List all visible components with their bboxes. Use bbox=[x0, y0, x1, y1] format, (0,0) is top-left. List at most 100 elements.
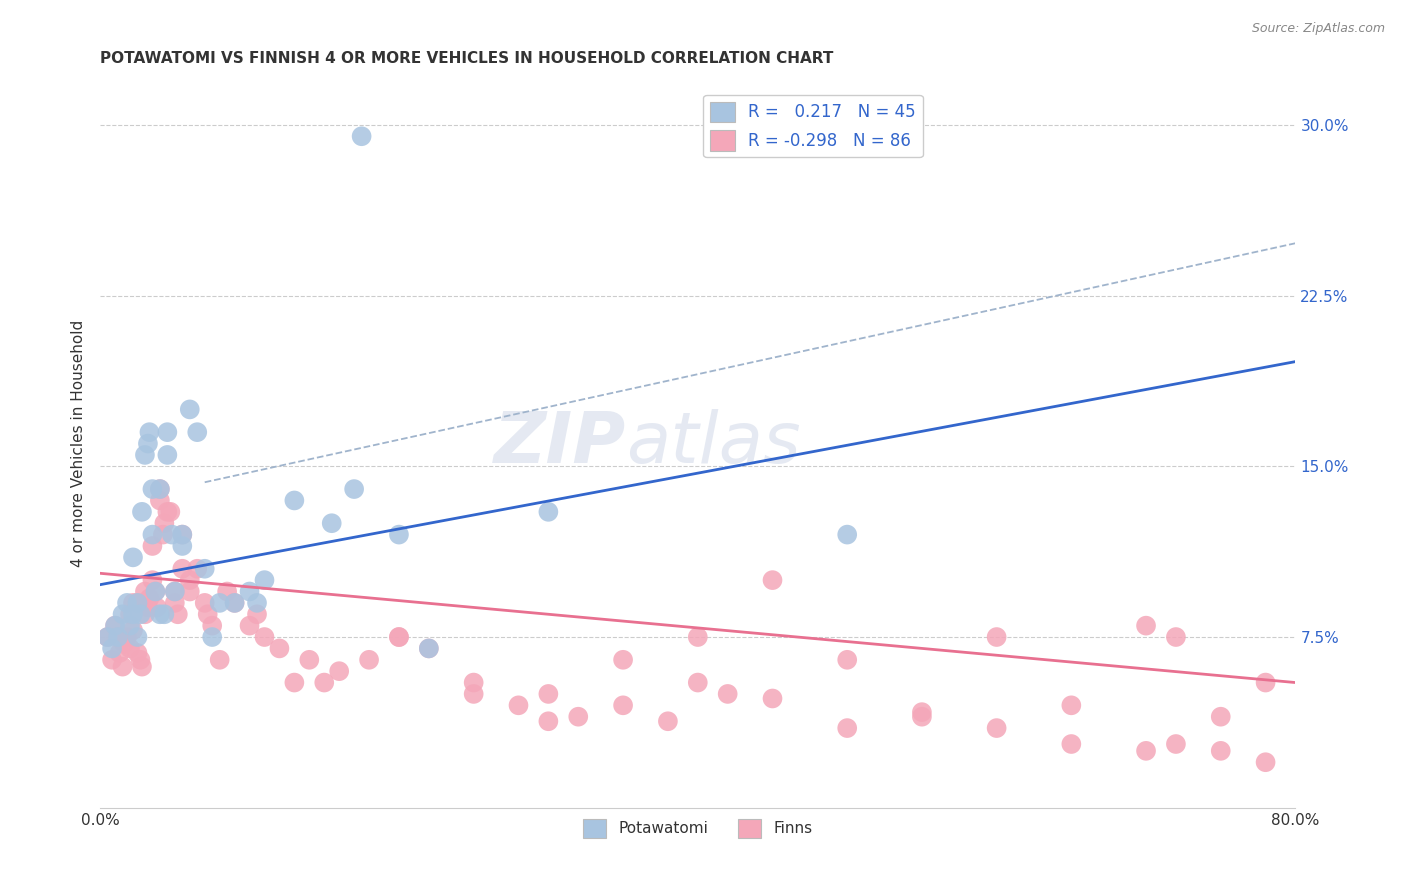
Text: Source: ZipAtlas.com: Source: ZipAtlas.com bbox=[1251, 22, 1385, 36]
Point bbox=[129, 653, 152, 667]
Point bbox=[837, 527, 859, 541]
Point bbox=[129, 607, 152, 622]
Point bbox=[115, 630, 138, 644]
Point bbox=[388, 630, 411, 644]
Point bbox=[141, 527, 163, 541]
Point bbox=[141, 573, 163, 587]
Point bbox=[104, 618, 127, 632]
Point bbox=[163, 584, 186, 599]
Point bbox=[131, 505, 153, 519]
Text: ZIP: ZIP bbox=[494, 409, 626, 478]
Point bbox=[217, 584, 239, 599]
Point bbox=[986, 630, 1008, 644]
Point bbox=[152, 527, 174, 541]
Point bbox=[179, 402, 201, 417]
Point bbox=[201, 618, 224, 632]
Point bbox=[388, 527, 411, 541]
Point bbox=[107, 630, 129, 644]
Point bbox=[321, 516, 343, 531]
Point bbox=[122, 596, 145, 610]
Point bbox=[136, 436, 159, 450]
Point bbox=[837, 653, 859, 667]
Point bbox=[1060, 698, 1083, 713]
Point bbox=[686, 630, 709, 644]
Point bbox=[118, 607, 141, 622]
Point bbox=[163, 596, 186, 610]
Point bbox=[186, 562, 208, 576]
Point bbox=[138, 591, 160, 606]
Point bbox=[246, 596, 269, 610]
Point bbox=[122, 607, 145, 622]
Point bbox=[104, 618, 127, 632]
Point bbox=[160, 527, 183, 541]
Point bbox=[567, 709, 589, 723]
Point bbox=[101, 653, 124, 667]
Point bbox=[717, 687, 740, 701]
Point bbox=[134, 584, 156, 599]
Point bbox=[97, 630, 120, 644]
Point bbox=[208, 596, 231, 610]
Point bbox=[166, 607, 188, 622]
Point bbox=[149, 493, 172, 508]
Point bbox=[508, 698, 530, 713]
Point bbox=[179, 573, 201, 587]
Point bbox=[149, 607, 172, 622]
Point bbox=[359, 653, 381, 667]
Point bbox=[122, 550, 145, 565]
Point bbox=[418, 641, 440, 656]
Point bbox=[253, 573, 276, 587]
Point bbox=[350, 129, 373, 144]
Point bbox=[127, 596, 149, 610]
Point bbox=[122, 624, 145, 638]
Point bbox=[159, 505, 181, 519]
Point bbox=[194, 562, 217, 576]
Point bbox=[156, 425, 179, 439]
Point bbox=[107, 630, 129, 644]
Point bbox=[657, 714, 679, 729]
Point bbox=[463, 687, 485, 701]
Point bbox=[112, 637, 135, 651]
Point bbox=[208, 653, 231, 667]
Point bbox=[1135, 618, 1157, 632]
Legend: Potawatomi, Finns: Potawatomi, Finns bbox=[576, 813, 818, 844]
Point bbox=[127, 596, 149, 610]
Point bbox=[149, 482, 172, 496]
Text: POTAWATOMI VS FINNISH 4 OR MORE VEHICLES IN HOUSEHOLD CORRELATION CHART: POTAWATOMI VS FINNISH 4 OR MORE VEHICLES… bbox=[100, 51, 834, 66]
Point bbox=[138, 425, 160, 439]
Point bbox=[172, 562, 194, 576]
Point bbox=[136, 600, 159, 615]
Point bbox=[111, 607, 134, 622]
Point bbox=[246, 607, 269, 622]
Point bbox=[1135, 744, 1157, 758]
Point bbox=[986, 721, 1008, 735]
Point bbox=[761, 573, 783, 587]
Y-axis label: 4 or more Vehicles in Household: 4 or more Vehicles in Household bbox=[72, 320, 86, 567]
Point bbox=[131, 659, 153, 673]
Point bbox=[194, 596, 217, 610]
Point bbox=[1164, 630, 1187, 644]
Point bbox=[134, 607, 156, 622]
Point bbox=[224, 596, 246, 610]
Text: atlas: atlas bbox=[626, 409, 800, 478]
Point bbox=[463, 675, 485, 690]
Point bbox=[141, 482, 163, 496]
Point bbox=[837, 721, 859, 735]
Point bbox=[134, 448, 156, 462]
Point bbox=[343, 482, 366, 496]
Point bbox=[388, 630, 411, 644]
Point bbox=[141, 539, 163, 553]
Point bbox=[911, 705, 934, 719]
Point bbox=[911, 709, 934, 723]
Point bbox=[145, 584, 167, 599]
Point bbox=[537, 505, 560, 519]
Point bbox=[238, 618, 260, 632]
Point bbox=[283, 493, 305, 508]
Point bbox=[145, 584, 167, 599]
Point bbox=[761, 691, 783, 706]
Point bbox=[1254, 675, 1277, 690]
Point bbox=[418, 641, 440, 656]
Point bbox=[269, 641, 291, 656]
Point bbox=[253, 630, 276, 644]
Point bbox=[153, 516, 176, 531]
Point bbox=[108, 646, 131, 660]
